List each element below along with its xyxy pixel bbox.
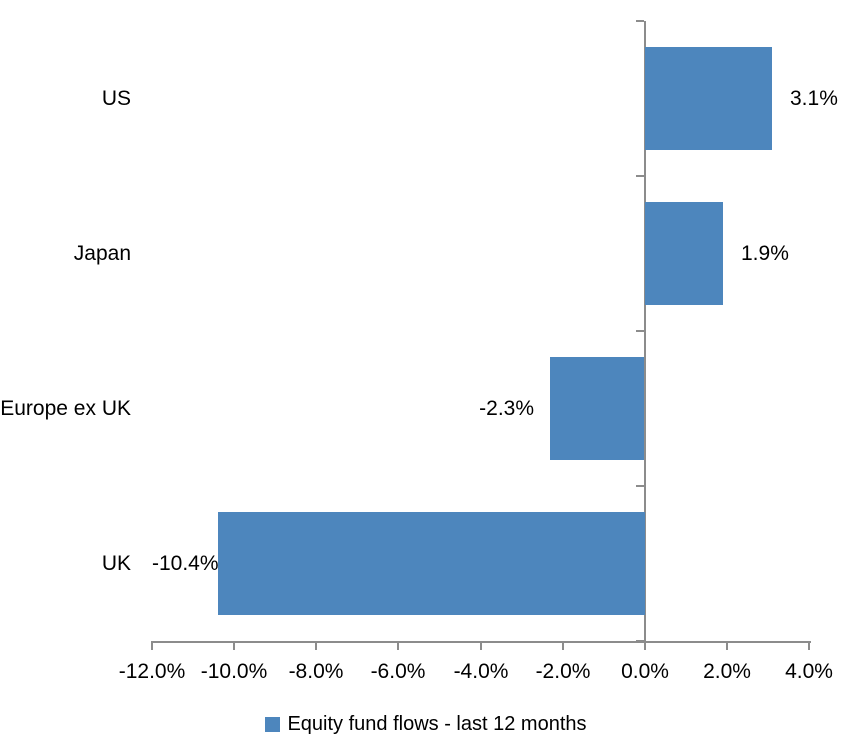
- x-axis-tick-label: 0.0%: [621, 660, 669, 683]
- x-axis-tick-label: 2.0%: [703, 660, 751, 683]
- x-axis-tick: [397, 641, 399, 650]
- value-label: 1.9%: [741, 242, 789, 265]
- legend: Equity fund flows - last 12 months: [0, 711, 852, 737]
- category-label: US: [101, 87, 131, 110]
- bar-europe-ex-uk: [550, 357, 644, 460]
- value-label: 3.1%: [790, 87, 838, 110]
- x-axis-tick: [644, 641, 646, 650]
- legend-label: Equity fund flows - last 12 months: [287, 713, 587, 735]
- bar-uk: [218, 512, 645, 615]
- value-label: -10.4%: [152, 552, 219, 575]
- value-label: -2.3%: [479, 397, 534, 420]
- y-axis-tick: [636, 640, 644, 642]
- bar-us: [645, 47, 772, 150]
- x-axis-tick: [233, 641, 235, 650]
- x-axis-tick-label: -8.0%: [288, 660, 344, 683]
- y-axis: [644, 21, 646, 643]
- category-label: Europe ex UK: [0, 397, 131, 420]
- x-axis-tick-label: -4.0%: [453, 660, 509, 683]
- legend-color-swatch: [265, 716, 281, 732]
- x-axis-tick: [480, 641, 482, 650]
- x-axis-tick-label: -12.0%: [118, 660, 186, 683]
- x-axis-tick: [151, 641, 153, 650]
- category-label: UK: [101, 552, 131, 575]
- x-axis-tick-label: -10.0%: [200, 660, 268, 683]
- y-axis-tick: [636, 20, 644, 22]
- y-axis-tick: [636, 175, 644, 177]
- category-label: Japan: [73, 242, 131, 265]
- y-axis-tick: [636, 330, 644, 332]
- x-axis-tick: [726, 641, 728, 650]
- x-axis-tick: [808, 641, 810, 650]
- x-axis-tick-label: -6.0%: [370, 660, 426, 683]
- y-axis-tick: [636, 485, 644, 487]
- x-axis-tick-label: 4.0%: [785, 660, 833, 683]
- x-axis-tick-label: -2.0%: [535, 660, 591, 683]
- bar-japan: [645, 202, 723, 305]
- x-axis-tick: [315, 641, 317, 650]
- x-axis-tick: [562, 641, 564, 650]
